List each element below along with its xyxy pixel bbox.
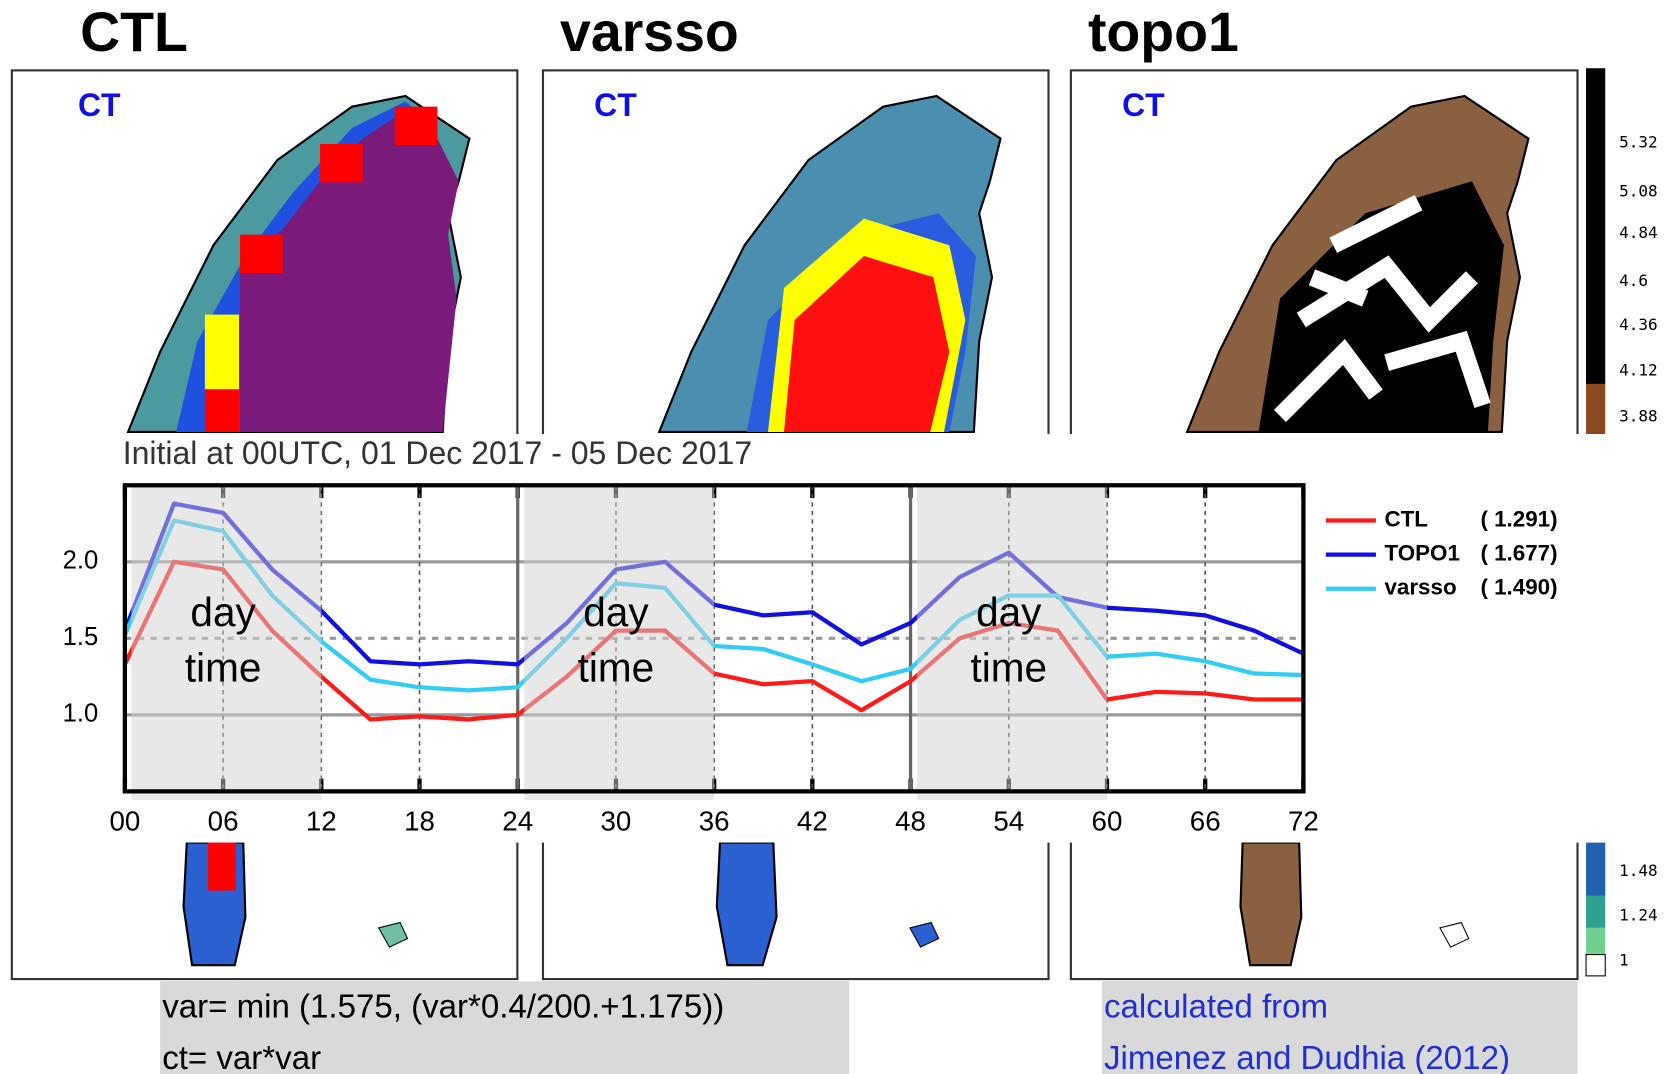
colorbar-label: 1.24 (1619, 906, 1658, 925)
y-tick-label: 1.0 (63, 700, 99, 728)
plot-frame (122, 483, 1306, 794)
annotation: day (976, 589, 1042, 635)
colorbar-label: 5.32 (1619, 132, 1658, 151)
x-tick-label: 66 (1190, 806, 1221, 837)
legend-value: ( 1.291) (1480, 506, 1557, 531)
y-tick-label: 1.5 (63, 623, 99, 651)
daytime-shade (524, 485, 715, 800)
legend-label: TOPO1 (1384, 541, 1459, 566)
x-tick-label: 72 (1288, 806, 1319, 837)
colorbar-label: 1 (1619, 950, 1629, 969)
panel-title: varsso (560, 1, 739, 63)
x-tick-label: 18 (404, 806, 435, 837)
x-tick-label: 12 (306, 806, 337, 837)
legend-value: ( 1.677) (1480, 541, 1557, 566)
chart-title: Initial at 00UTC, 01 Dec 2017 - 05 Dec 2… (123, 435, 752, 471)
panel-label: CT (78, 87, 121, 123)
panel-title: CTL (80, 1, 188, 63)
annotation: day (583, 589, 649, 635)
colorbar-label: 4.36 (1619, 315, 1658, 334)
x-tick-label: 06 (208, 806, 239, 837)
colorbar-label: 4.12 (1619, 361, 1658, 380)
x-tick-label: 60 (1092, 806, 1123, 837)
y-tick-label: 2.0 (63, 547, 99, 575)
formula-line: var= min (1.575, (var*0.4/200.+1.175)) (162, 989, 724, 1026)
daytime-shade (916, 485, 1107, 800)
panel-label: CT (594, 87, 637, 123)
x-tick-label: 24 (502, 806, 533, 837)
panel-title: topo1 (1088, 1, 1239, 63)
colorbar-label: 4.6 (1619, 271, 1648, 290)
panel-label: CT (1122, 87, 1165, 123)
legend-value: ( 1.490) (1480, 575, 1557, 600)
colorbar-label: 1.48 (1619, 861, 1658, 880)
x-tick-label: 48 (895, 806, 926, 837)
source-line: Jimenez and Dudhia (2012) (1104, 1040, 1510, 1074)
chart: Initial at 00UTC, 01 Dec 2017 - 05 Dec 2… (63, 435, 1558, 837)
x-tick-label: 42 (797, 806, 828, 837)
x-tick-label: 36 (699, 806, 730, 837)
x-tick-label: 00 (109, 806, 140, 837)
x-tick-label: 54 (993, 806, 1024, 837)
legend-label: varsso (1384, 575, 1456, 600)
annotation: time (578, 645, 655, 691)
annotation: day (190, 589, 256, 635)
source-line: calculated from (1104, 989, 1328, 1026)
legend-label: CTL (1384, 506, 1428, 531)
annotation: time (971, 645, 1048, 691)
daytime-shade (131, 485, 322, 800)
x-tick-label: 30 (601, 806, 632, 837)
colorbar-label: 5.08 (1619, 181, 1658, 200)
formula-line: ct= var*var (162, 1040, 321, 1074)
colorbar-label: 3.88 (1619, 407, 1658, 426)
annotation: time (185, 645, 262, 691)
colorbar (1585, 68, 1606, 977)
colorbar-label: 4.84 (1619, 223, 1658, 242)
notes: var= min (1.575, (var*0.4/200.+1.175)) c… (160, 981, 1578, 1074)
